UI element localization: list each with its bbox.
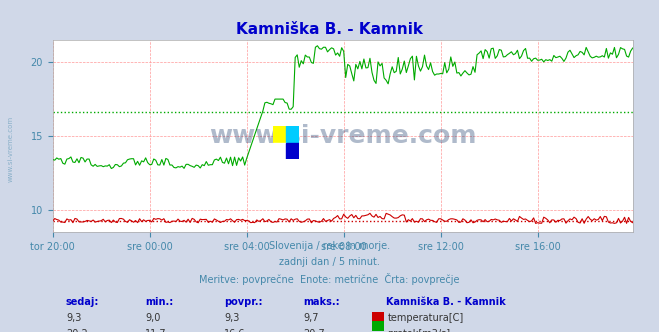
- Bar: [286, 126, 299, 143]
- Text: 9,7: 9,7: [303, 313, 319, 323]
- Text: 9,0: 9,0: [145, 313, 160, 323]
- Text: www.si-vreme.com: www.si-vreme.com: [209, 124, 476, 148]
- Text: Kamniška B. - Kamnik: Kamniška B. - Kamnik: [236, 22, 423, 37]
- Text: sedaj:: sedaj:: [66, 297, 100, 307]
- Text: 20,7: 20,7: [303, 329, 325, 332]
- Text: 20,2: 20,2: [66, 329, 88, 332]
- Text: maks.:: maks.:: [303, 297, 340, 307]
- Text: Meritve: povprečne  Enote: metrične  Črta: povprečje: Meritve: povprečne Enote: metrične Črta:…: [199, 273, 460, 285]
- Bar: [273, 126, 286, 143]
- Text: Slovenija / reke in morje.: Slovenija / reke in morje.: [269, 241, 390, 251]
- Text: Kamniška B. - Kamnik: Kamniška B. - Kamnik: [386, 297, 505, 307]
- Text: povpr.:: povpr.:: [224, 297, 262, 307]
- Text: 9,3: 9,3: [66, 313, 81, 323]
- Text: min.:: min.:: [145, 297, 173, 307]
- Bar: [286, 143, 299, 159]
- Text: temperatura[C]: temperatura[C]: [387, 313, 464, 323]
- Text: www.si-vreme.com: www.si-vreme.com: [8, 116, 14, 183]
- Text: 11,7: 11,7: [145, 329, 167, 332]
- Text: 16,6: 16,6: [224, 329, 246, 332]
- Text: 9,3: 9,3: [224, 313, 239, 323]
- Text: pretok[m3/s]: pretok[m3/s]: [387, 329, 451, 332]
- Bar: [273, 143, 286, 159]
- Text: zadnji dan / 5 minut.: zadnji dan / 5 minut.: [279, 257, 380, 267]
